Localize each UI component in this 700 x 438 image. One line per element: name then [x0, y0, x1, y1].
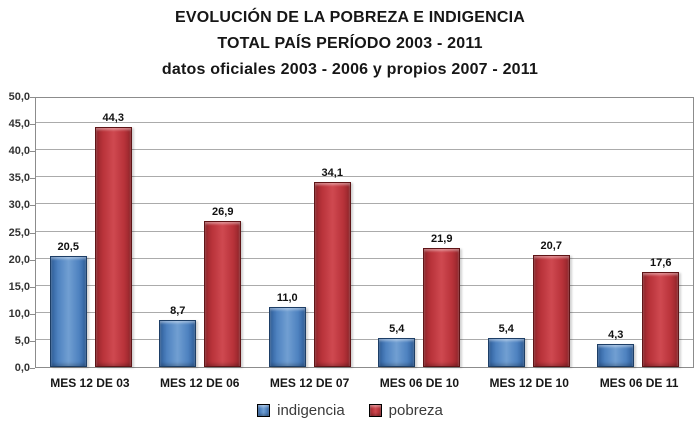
- y-tick-label: 5,0: [14, 334, 30, 347]
- bar-groups: 20,5 44,3 8,7 26,9 11,0 34,1 5,4 21,9 5,4 20,7 4,3…: [36, 98, 693, 367]
- bar-group: 4,3 17,6: [584, 98, 694, 367]
- y-tick-label: 25,0: [8, 226, 30, 239]
- y-tick-mark: [30, 368, 35, 369]
- gridline: [36, 176, 693, 178]
- x-axis-category-label: MES 06 DE 10: [379, 376, 460, 390]
- bar-value-label: 11,0: [276, 292, 298, 304]
- legend-label: pobreza: [388, 402, 443, 419]
- legend-item-indigencia: indigencia: [257, 402, 345, 419]
- chart-title-line2: TOTAL PAÍS PERÍODO 2003 - 2011: [217, 35, 483, 52]
- chart-title-line1: EVOLUCIÓN DE LA POBREZA E INDIGENCIA: [174, 9, 526, 26]
- y-tick-label: 20,0: [8, 253, 30, 266]
- bar-value-label: 26,9: [212, 206, 234, 218]
- y-tick-mark: [30, 286, 35, 288]
- gridline: [36, 311, 693, 313]
- y-tick-mark: [30, 340, 35, 342]
- bar-indigencia: 8,7: [159, 305, 197, 367]
- bar-indigencia: 5,4: [487, 323, 525, 367]
- bar-value-label: 44,3: [102, 112, 124, 124]
- gridline: [36, 338, 693, 340]
- legend-swatch-indigencia: [257, 404, 271, 417]
- bar-value-label: 5,4: [498, 323, 514, 335]
- gridline: [36, 230, 693, 232]
- bar-pobreza: 44,3: [94, 112, 132, 367]
- gridline: [36, 149, 693, 151]
- bar-value-label: 20,7: [540, 240, 562, 252]
- x-axis-labels: MES 12 DE 03 MES 12 DE 06 MES 12 DE 07 MES …: [35, 376, 694, 390]
- bar-pobreza: 26,9: [204, 206, 242, 367]
- bar-value-label: 5,4: [389, 323, 405, 335]
- bar-pobreza: 20,7: [532, 240, 570, 367]
- bar-group: 5,4 20,7: [474, 98, 584, 367]
- bar-value-label: 20,5: [57, 241, 79, 253]
- y-tick-label: 45,0: [8, 118, 30, 131]
- x-axis-category-label: MES 12 DE 06: [160, 376, 240, 390]
- legend: indigencia pobreza: [0, 402, 700, 419]
- bar-pobreza: 21,9: [423, 233, 461, 367]
- y-tick-mark: [30, 151, 35, 153]
- y-tick-label: 40,0: [8, 145, 30, 158]
- y-tick-label: 50,0: [8, 91, 30, 103]
- y-tick-label: 0,0: [14, 362, 30, 374]
- y-tick-mark: [30, 178, 35, 180]
- bar-group: 11,0 34,1: [255, 98, 365, 367]
- x-axis-category-label: MES 12 DE 03: [50, 376, 130, 390]
- bar-value-label: 8,7: [170, 305, 186, 317]
- bar-indigencia: 5,4: [378, 323, 416, 367]
- bar-group: 5,4 21,9: [365, 98, 475, 367]
- y-tick-label: 10,0: [8, 307, 30, 320]
- legend-label: indigencia: [277, 402, 345, 419]
- x-axis-category-label: MES 06 DE 11: [599, 376, 679, 390]
- chart-title-line3: datos oficiales 2003 - 2006 y propios 20…: [161, 61, 539, 78]
- gridline: [36, 122, 693, 124]
- bar-indigencia: 11,0: [268, 292, 306, 367]
- bar-pobreza: 17,6: [642, 257, 680, 367]
- y-tick-label: 30,0: [8, 199, 30, 212]
- bar-indigencia: 20,5: [49, 241, 87, 367]
- y-tick-mark: [30, 259, 35, 261]
- bar-group: 20,5 44,3: [36, 98, 146, 367]
- y-tick-mark: [30, 205, 35, 207]
- bar-indigencia: 4,3: [597, 329, 635, 367]
- x-axis-category-label: MES 12 DE 10: [489, 376, 569, 390]
- y-tick-label: 35,0: [8, 172, 30, 185]
- legend-item-pobreza: pobreza: [368, 402, 443, 419]
- y-tick-mark: [30, 97, 35, 98]
- y-tick-mark: [30, 124, 35, 126]
- y-axis: 0,0 5,0 10,0 15,0 20,0 25,0 30,0 35,0 40,0 45,0 50…: [0, 91, 35, 374]
- chart-title: EVOLUCIÓN DE LA POBREZA E INDIGENCIA TOT…: [0, 5, 700, 83]
- legend-swatch-pobreza: [368, 404, 382, 417]
- y-tick-label: 15,0: [8, 280, 30, 293]
- gridline: [36, 284, 693, 286]
- plot-area: 20,5 44,3 8,7 26,9 11,0 34,1 5,4 21,9 5,4 20,7 4,3…: [35, 97, 694, 368]
- bar-pobreza: 34,1: [313, 167, 351, 367]
- y-tick-mark: [30, 232, 35, 234]
- bar-value-label: 17,6: [650, 257, 672, 269]
- gridline: [36, 257, 693, 259]
- x-axis-category-label: MES 12 DE 07: [269, 376, 350, 390]
- y-tick-mark: [30, 313, 35, 315]
- bar-value-label: 21,9: [431, 233, 453, 245]
- gridline: [36, 203, 693, 205]
- bar-value-label: 4,3: [608, 329, 624, 341]
- bar-value-label: 34,1: [321, 167, 343, 179]
- bar-group: 8,7 26,9: [146, 98, 256, 367]
